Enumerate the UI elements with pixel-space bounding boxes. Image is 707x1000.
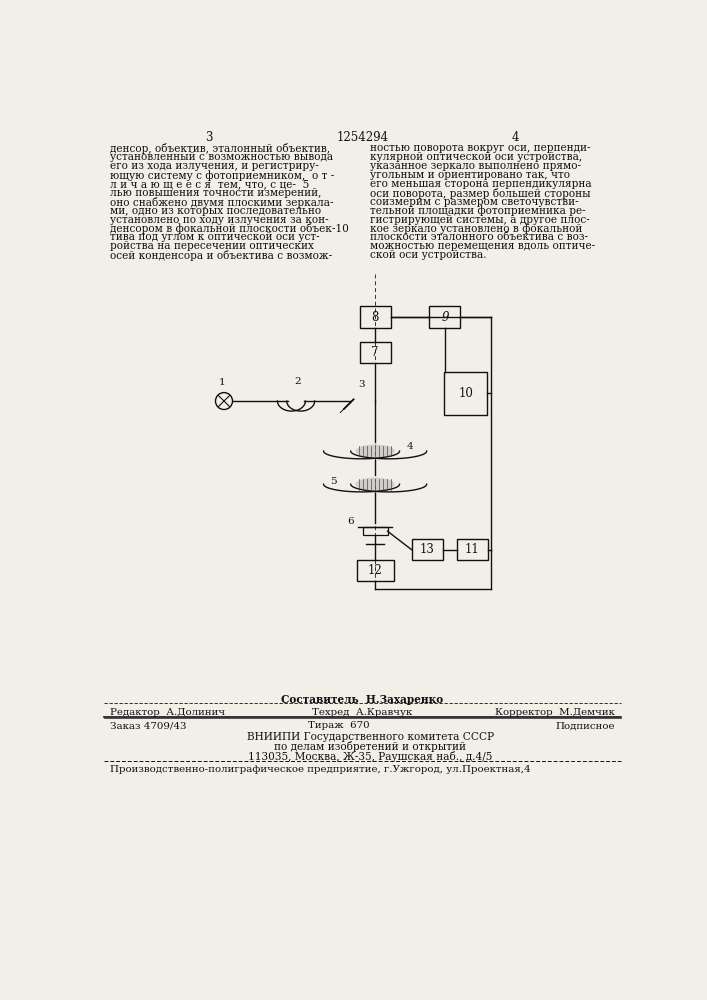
Text: ВНИИПИ Государственного комитета СССР: ВНИИПИ Государственного комитета СССР [247,732,493,742]
Text: плоскости эталонного объектива с воз-: плоскости эталонного объектива с воз- [370,232,588,242]
Text: гистрирующей системы, а другое плос-: гистрирующей системы, а другое плос- [370,215,590,225]
Text: установленный с возможностью вывода: установленный с возможностью вывода [110,152,333,162]
Bar [360,342,391,363]
Text: денсором в фокальной плоскости объек-10: денсором в фокальной плоскости объек-10 [110,223,349,234]
Text: 3: 3 [205,131,212,144]
Text: ностью поворота вокруг оси, перпенди-: ностью поворота вокруг оси, перпенди- [370,143,590,153]
Text: денсор, объектив, эталонный объектив,: денсор, объектив, эталонный объектив, [110,143,330,154]
Ellipse shape [356,445,395,458]
Text: по делам изобретений и открытий: по делам изобретений и открытий [274,741,466,752]
Text: Редактор  А.Долинич: Редактор А.Долинич [110,708,226,717]
Text: Подписное: Подписное [555,721,614,730]
Text: осей конденсора и объектива с возмож-: осей конденсора и объектива с возмож- [110,250,332,261]
Text: его из хода излучения, и регистриру-: его из хода излучения, и регистриру- [110,161,319,171]
Bar [360,306,391,328]
Text: его меньшая сторона перпендикулярна: его меньшая сторона перпендикулярна [370,179,591,189]
Bar [445,372,487,415]
Text: кулярной оптической оси устройства,: кулярной оптической оси устройства, [370,152,582,162]
Text: угольным и ориентировано так, что: угольным и ориентировано так, что [370,170,570,180]
Text: Производственно-полиграфическое предприятие, г.Ужгород, ул.Проектная,4: Производственно-полиграфическое предприя… [110,765,531,774]
Text: 10: 10 [458,387,473,400]
Text: 113035, Москва, Ж-35, Раушская наб., д.4/5: 113035, Москва, Ж-35, Раушская наб., д.4… [248,751,492,762]
Bar [356,560,394,581]
Text: Заказ 4709/43: Заказ 4709/43 [110,721,187,730]
Bar [429,306,460,328]
Text: оно снабжено двумя плоскими зеркала-: оно снабжено двумя плоскими зеркала- [110,197,334,208]
Text: 3: 3 [358,380,365,389]
Text: 13: 13 [420,543,435,556]
Text: 1254294: 1254294 [337,131,388,144]
Text: указанное зеркало выполнено прямо-: указанное зеркало выполнено прямо- [370,161,580,171]
Text: соизмерим с размером светочувстви-: соизмерим с размером светочувстви- [370,197,578,207]
Text: 7: 7 [371,346,379,359]
Text: лью повышения точности измерений,: лью повышения точности измерений, [110,188,322,198]
Bar [363,527,387,535]
Bar [411,539,443,560]
Text: можностью перемещения вдоль оптиче-: можностью перемещения вдоль оптиче- [370,241,595,251]
Text: 12: 12 [368,564,382,577]
Text: установлено по ходу излучения за кон-: установлено по ходу излучения за кон- [110,215,329,225]
Text: Тираж  670: Тираж 670 [308,721,370,730]
Text: л и ч а ю щ е е с я  тем, что, с це-  5: л и ч а ю щ е е с я тем, что, с це- 5 [110,179,310,189]
Text: 11: 11 [464,543,479,556]
Text: ройства на пересечении оптических: ройства на пересечении оптических [110,241,314,251]
Bar [457,539,488,560]
Text: 5: 5 [331,477,337,486]
Text: ми, одно из которых последовательно: ми, одно из которых последовательно [110,206,321,216]
Text: ющую систему с фотоприемником,  о т -: ющую систему с фотоприемником, о т - [110,170,334,181]
Ellipse shape [356,478,395,491]
Text: Составитель  Н.Захаренко: Составитель Н.Захаренко [281,694,443,705]
Text: Техред  А.Кравчук: Техред А.Кравчук [312,708,412,717]
Text: 6: 6 [347,517,354,526]
Text: оси поворота, размер большей стороны: оси поворота, размер большей стороны [370,188,590,199]
Text: тельной площадки фотоприемника ре-: тельной площадки фотоприемника ре- [370,206,585,216]
Text: 1: 1 [219,378,226,387]
Text: Корректор  М.Демчик: Корректор М.Демчик [495,708,614,717]
Text: 4: 4 [407,442,414,451]
Text: кое зеркало установлено в фокальной: кое зеркало установлено в фокальной [370,223,582,234]
Text: 8: 8 [371,311,379,324]
Text: тива под углом к оптической оси уст-: тива под углом к оптической оси уст- [110,232,320,242]
Text: ской оси устройства.: ской оси устройства. [370,250,486,260]
Text: 4: 4 [512,131,519,144]
Text: 2: 2 [294,377,301,386]
Text: 9: 9 [441,311,449,324]
